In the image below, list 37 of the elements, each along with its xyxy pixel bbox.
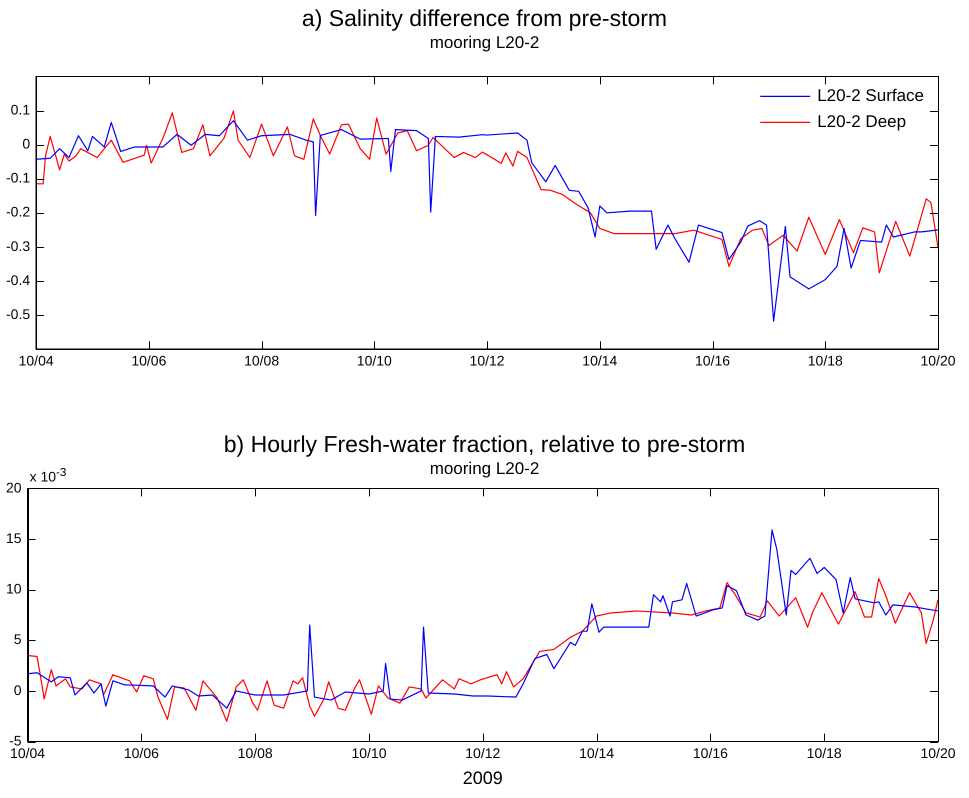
legend-label: L20-2 Deep (817, 112, 906, 132)
text: x 10$^{-3}$ (30, 466, 66, 486)
x-axis-title: 2009 (462, 768, 503, 788)
y-tick-label: 15 (6, 530, 22, 546)
chart-title: b) Hourly Fresh-water fraction, relative to pre-storm (222, 431, 746, 458)
x-tick-label: 10/20 (920, 744, 956, 761)
y-tick-label: 10 (6, 580, 22, 597)
x-tick-label: 10/10 (356, 352, 392, 368)
x-tick-label: 10/12 (470, 352, 505, 368)
x-tick-label: 10/08 (238, 744, 273, 761)
x-tick-label: 10/20 (920, 352, 956, 368)
x-tick-label: 10/10 (351, 744, 387, 761)
y-tick-label: 20 (6, 479, 22, 496)
x-tick-label: 10/06 (131, 352, 167, 368)
x-tick-label: 10/16 (692, 744, 728, 761)
x-tick-label: 10/18 (808, 352, 843, 368)
y-tick-label: -0.3 (6, 238, 30, 254)
chart-subtitle: mooring L20-2 (430, 459, 540, 478)
y-tick-label: -0.4 (6, 272, 30, 288)
y-tick-label: -0.1 (6, 170, 30, 186)
x-tick-label: 10/14 (579, 744, 614, 761)
x-tick-label: 10/18 (806, 744, 842, 761)
legend-label: L20-2 Surface (817, 86, 924, 106)
x-tick-label: 10/08 (244, 352, 280, 368)
y-tick-label: 0 (22, 135, 30, 152)
y-tick-label: -0.5 (6, 306, 30, 322)
y-tick-label: 5 (14, 631, 22, 648)
chart-subtitle: mooring L20-2 (428, 33, 540, 53)
y-tick-label: 0.1 (10, 101, 30, 118)
chart-title: a) Salinity difference from pre-storm (300, 5, 668, 32)
y-tick-label: 0 (14, 682, 22, 698)
x-tick-label: 10/06 (124, 744, 160, 761)
x-tick-label: 10/12 (465, 744, 501, 761)
x-tick-label: 10/14 (582, 352, 618, 368)
x-tick-label: 10/16 (695, 352, 730, 368)
y-tick-label: -0.2 (6, 204, 30, 220)
x-tick-label: 10/04 (18, 352, 54, 368)
